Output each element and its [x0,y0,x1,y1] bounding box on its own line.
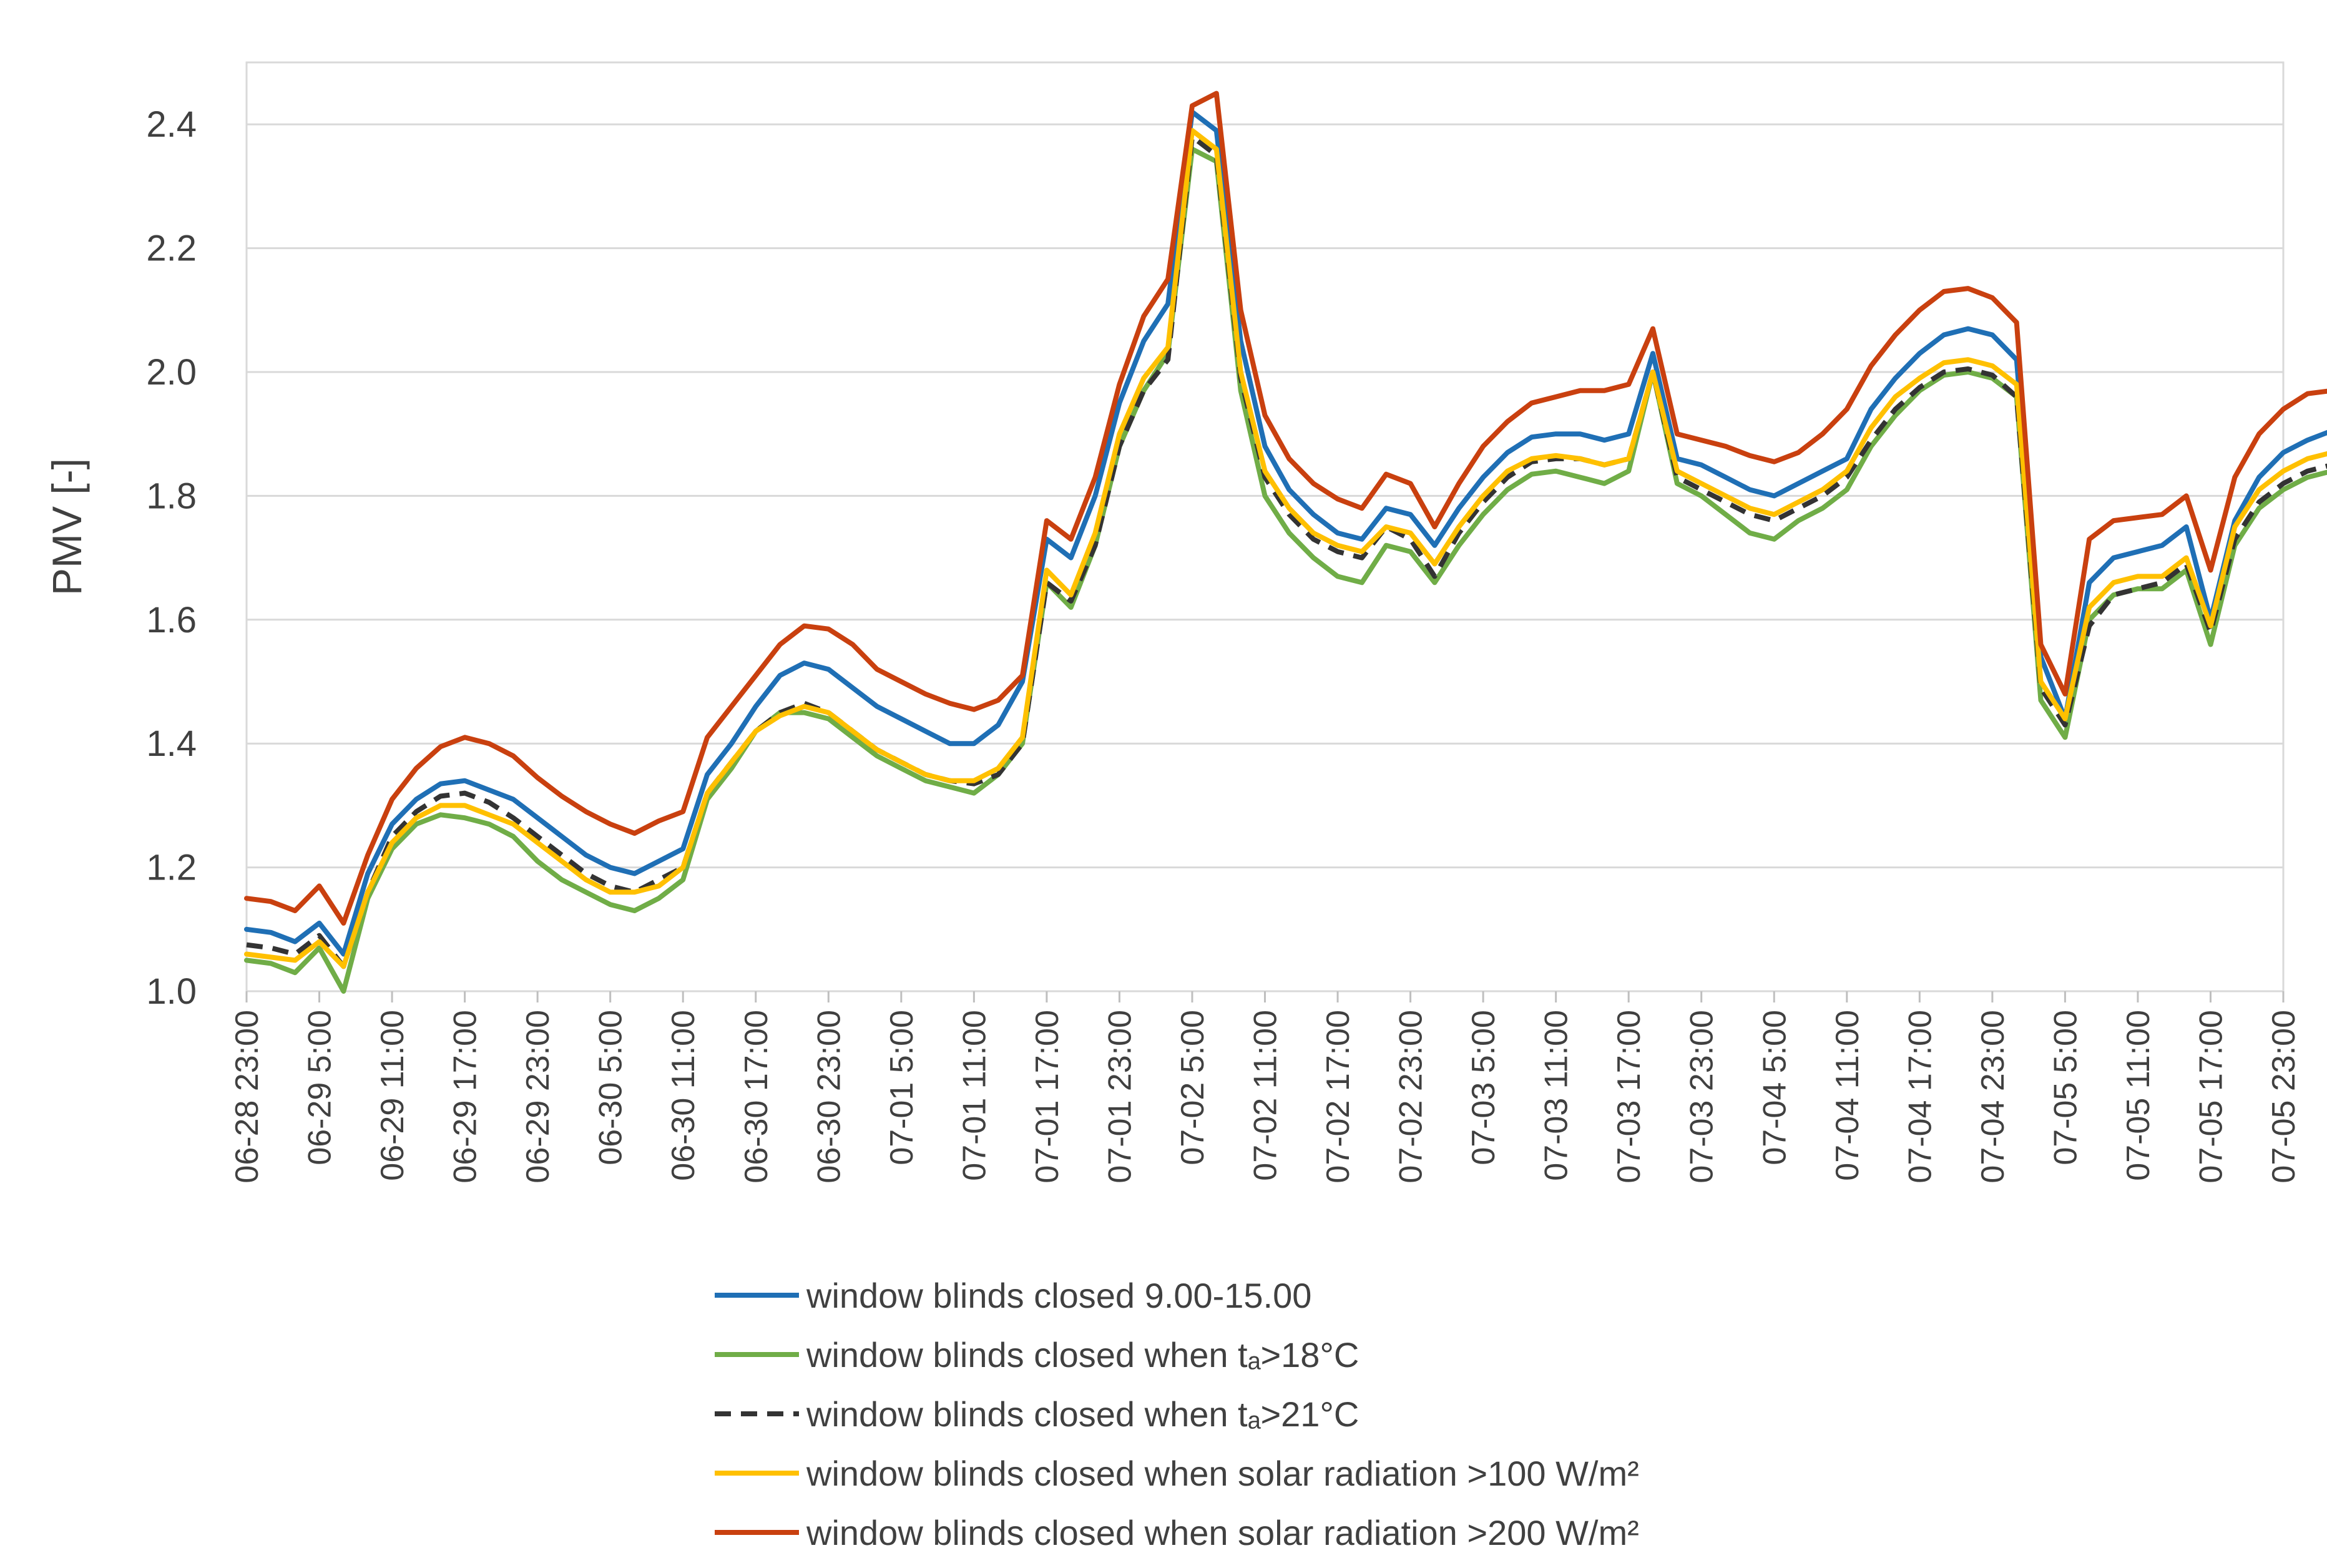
legend: window blinds closed 9.00-15.00 window bl… [715,1276,1639,1552]
x-tick-label: 07-02 11:00 [1248,1010,1284,1181]
series-line-3 [246,134,2327,969]
y-tick-label: 1.6 [146,600,197,640]
x-tick-label: 07-02 5:00 [1175,1010,1211,1165]
x-tick-label: 06-29 23:00 [520,1010,556,1183]
x-tick-label: 07-03 23:00 [1684,1010,1720,1183]
y-tick-label: 2.4 [146,104,197,145]
legend-label-4: window blinds closed when solar radiatio… [806,1454,1639,1493]
legend-label-3: window blinds closed when tₐ>21°C [806,1394,1359,1434]
x-tick-label: 07-03 11:00 [1539,1010,1575,1181]
x-tick-label: 07-04 11:00 [1830,1010,1866,1181]
x-tick-label: 07-04 23:00 [1975,1010,2011,1183]
x-tick-label: 07-01 11:00 [956,1010,992,1181]
x-tick-label: 07-05 17:00 [2193,1010,2229,1183]
legend-label-2: window blinds closed when tₐ>18°C [806,1335,1359,1374]
legend-label-1: window blinds closed 9.00-15.00 [806,1276,1311,1315]
x-tick-label: 06-29 17:00 [448,1010,484,1183]
y-axis-tick-labels: 1.0 1.2 1.4 1.6 1.8 2.0 2.2 2.4 [146,104,197,1012]
x-tick-label: 07-05 5:00 [2047,1010,2084,1165]
x-axis-tick-labels: 06-28 23:00 06-29 5:00 06-29 11:00 06-29 17… [229,1010,2302,1183]
series-lines [244,91,2327,994]
series-line-4 [244,128,2327,969]
x-tick-label: 06-28 23:00 [229,1010,265,1183]
x-tick-label: 06-30 17:00 [738,1010,775,1183]
y-axis-title: PMV [-] [44,458,90,595]
x-tick-label: 07-01 17:00 [1029,1010,1066,1183]
x-tick-label: 06-30 23:00 [811,1010,847,1183]
y-tick-label: 1.8 [146,476,197,516]
x-tick-label: 07-05 23:00 [2266,1010,2302,1183]
x-tick-label: 07-02 23:00 [1393,1010,1429,1183]
legend-label-5: window blinds closed when solar radiatio… [806,1513,1639,1552]
series-line-2 [244,146,2327,994]
x-tick-label: 07-01 5:00 [884,1010,920,1165]
series-line-1 [244,109,2327,957]
x-tick-label: 07-03 17:00 [1611,1010,1647,1183]
x-axis-tick-marks [245,991,2285,1002]
x-tick-label: 06-30 11:00 [665,1010,702,1181]
x-tick-label: 07-05 11:00 [2120,1010,2157,1181]
x-tick-label: 06-30 5:00 [593,1010,629,1165]
series-line-5 [244,91,2327,926]
x-tick-label: 07-04 17:00 [1902,1010,1938,1183]
x-tick-label: 07-03 5:00 [1466,1010,1502,1165]
x-tick-label: 06-29 5:00 [302,1010,338,1165]
x-tick-label: 07-04 5:00 [1756,1010,1793,1165]
x-tick-label: 07-01 23:00 [1102,1010,1138,1183]
y-tick-label: 2.2 [146,228,197,269]
y-tick-label: 1.0 [146,971,197,1012]
y-tick-label: 1.2 [146,848,197,888]
y-tick-label: 1.4 [146,723,197,764]
y-tick-label: 2.0 [146,352,197,393]
x-tick-label: 07-02 17:00 [1320,1010,1356,1183]
x-tick-label: 06-29 11:00 [375,1010,411,1181]
